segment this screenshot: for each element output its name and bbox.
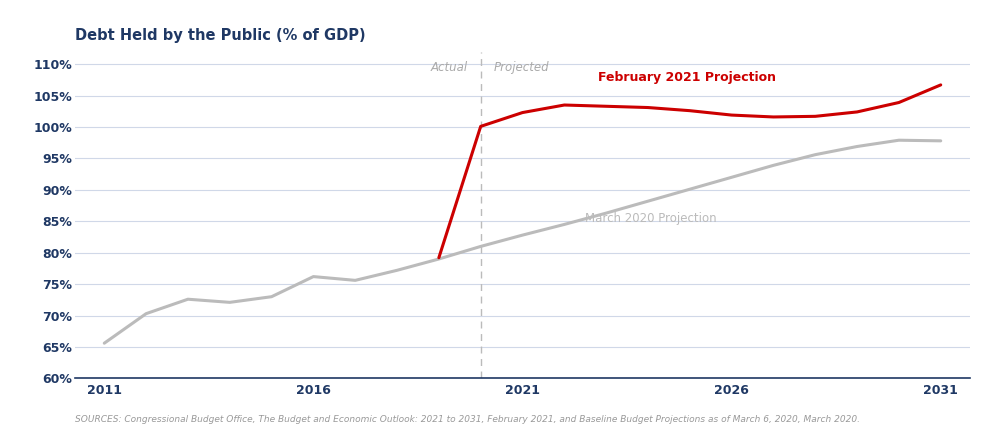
Text: Actual: Actual <box>431 61 468 74</box>
Text: February 2021 Projection: February 2021 Projection <box>598 71 776 85</box>
Text: Debt Held by the Public (% of GDP): Debt Held by the Public (% of GDP) <box>75 28 366 43</box>
Text: March 2020 Projection: March 2020 Projection <box>585 212 717 224</box>
Text: SOURCES: Congressional Budget Office, The Budget and Economic Outlook: 2021 to 2: SOURCES: Congressional Budget Office, Th… <box>75 415 860 424</box>
Text: Projected: Projected <box>493 61 549 74</box>
